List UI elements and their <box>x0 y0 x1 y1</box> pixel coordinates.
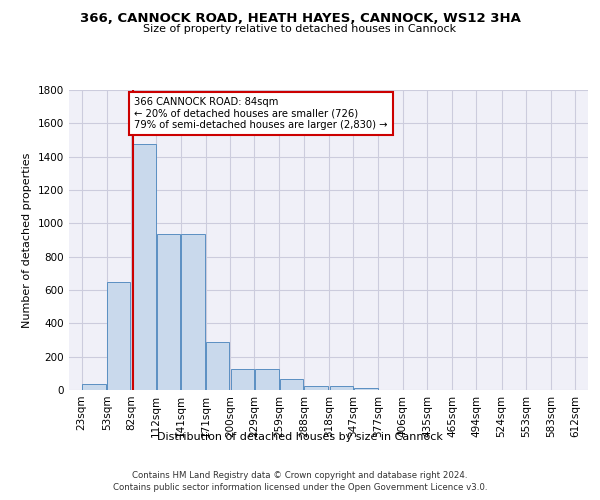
Bar <box>255 369 279 390</box>
Text: Distribution of detached houses by size in Cannock: Distribution of detached houses by size … <box>157 432 443 442</box>
Bar <box>304 386 328 390</box>
Bar <box>230 369 254 390</box>
Text: 366 CANNOCK ROAD: 84sqm
← 20% of detached houses are smaller (726)
79% of semi-d: 366 CANNOCK ROAD: 84sqm ← 20% of detache… <box>134 96 388 130</box>
Text: Contains public sector information licensed under the Open Government Licence v3: Contains public sector information licen… <box>113 484 487 492</box>
Bar <box>157 234 180 390</box>
Bar <box>107 282 130 390</box>
Bar <box>82 384 106 390</box>
Y-axis label: Number of detached properties: Number of detached properties <box>22 152 32 328</box>
Text: 366, CANNOCK ROAD, HEATH HAYES, CANNOCK, WS12 3HA: 366, CANNOCK ROAD, HEATH HAYES, CANNOCK,… <box>80 12 520 26</box>
Bar <box>181 234 205 390</box>
Bar <box>206 342 229 390</box>
Text: Size of property relative to detached houses in Cannock: Size of property relative to detached ho… <box>143 24 457 34</box>
Bar <box>329 386 353 390</box>
Text: Contains HM Land Registry data © Crown copyright and database right 2024.: Contains HM Land Registry data © Crown c… <box>132 471 468 480</box>
Bar <box>354 388 378 390</box>
Bar <box>280 379 303 390</box>
Bar <box>131 144 155 390</box>
